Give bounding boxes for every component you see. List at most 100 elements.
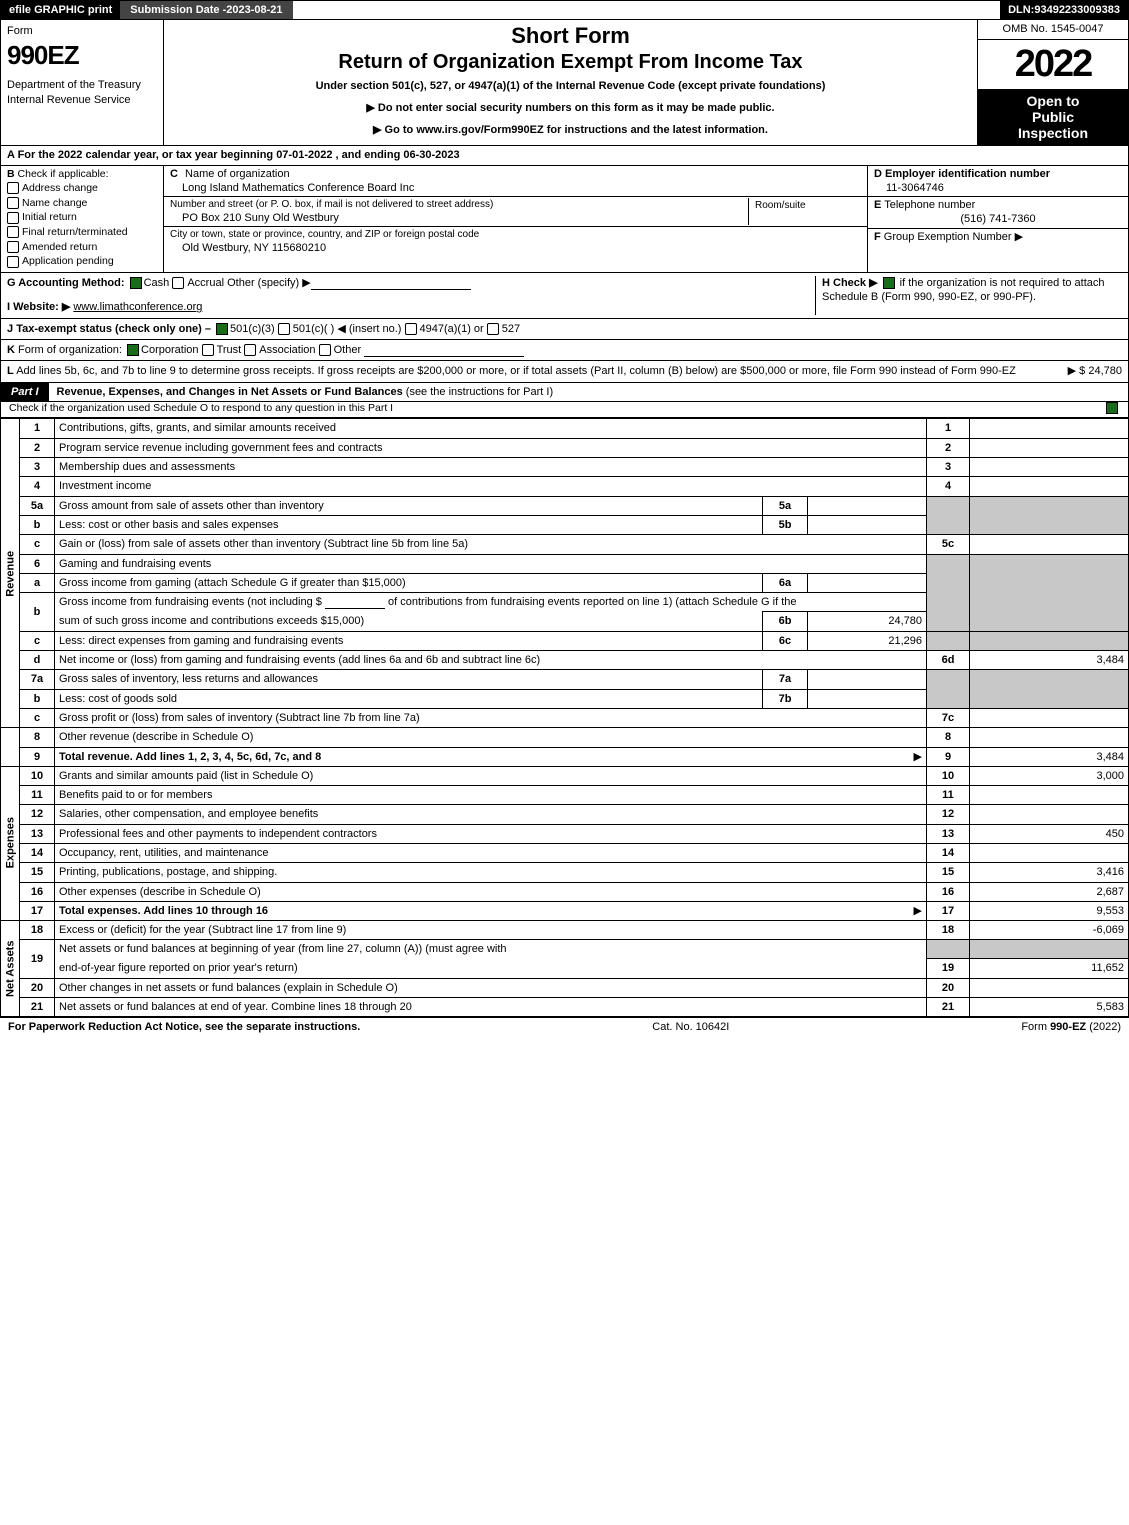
ln6b-no: b: [20, 593, 55, 632]
ln6-desc: Gaming and fundraising events: [59, 558, 211, 570]
ln12-desc: Salaries, other compensation, and employ…: [59, 808, 318, 820]
ln2-ref: 2: [927, 438, 970, 457]
ln7a-no: 7a: [20, 670, 55, 689]
ln7b-no: b: [20, 689, 55, 708]
ln20-ref: 20: [927, 978, 970, 997]
ln7b-desc: Less: cost of goods sold: [59, 693, 177, 705]
chk-501c[interactable]: [278, 323, 290, 335]
chk-trust[interactable]: [202, 344, 214, 356]
ln21-desc: Net assets or fund balances at end of ye…: [59, 1001, 412, 1013]
ln19-ref: 19: [927, 959, 970, 978]
ln5c-ref: 5c: [927, 535, 970, 554]
chk-corporation[interactable]: [127, 344, 139, 356]
ln9-desc: Total revenue. Add lines 1, 2, 3, 4, 5c,…: [59, 751, 321, 763]
B-title: Check if applicable:: [18, 168, 109, 180]
L-amount: 24,780: [1088, 365, 1122, 377]
ln5ab-amt-spacer: [970, 496, 1129, 535]
I-label: Website: ▶: [13, 301, 70, 313]
ln6c-desc: Less: direct expenses from gaming and fu…: [59, 635, 343, 647]
chk-schedule-b-not-required[interactable]: [883, 277, 895, 289]
chk-association[interactable]: [244, 344, 256, 356]
ln16-ref: 16: [927, 882, 970, 901]
other-specify-blank[interactable]: [311, 277, 471, 290]
ln6-no: 6: [20, 554, 55, 573]
ln5c-desc: Gain or (loss) from sale of assets other…: [59, 538, 468, 550]
chk-other-label: Other (specify) ▶: [227, 277, 311, 289]
ln14-desc: Occupancy, rent, utilities, and maintena…: [59, 847, 269, 859]
chk-501c-label: 501(c)( ) ◀ (insert no.): [293, 323, 402, 335]
ln16-no: 16: [20, 882, 55, 901]
ln1-desc: Contributions, gifts, grants, and simila…: [59, 422, 336, 434]
chk-accrual-label: Accrual: [187, 277, 224, 289]
ln6c-amt-spacer: [970, 631, 1129, 650]
ln4-no: 4: [20, 477, 55, 496]
ein-value: 11-3064746: [874, 181, 1122, 195]
chk-initial-return[interactable]: [7, 212, 19, 224]
ln4-desc: Investment income: [59, 480, 151, 492]
open-to-public: Open to Public Inspection: [978, 89, 1128, 145]
chk-cash[interactable]: [130, 277, 142, 289]
ln10-ref: 10: [927, 766, 970, 785]
org-name: Long Island Mathematics Conference Board…: [170, 181, 861, 195]
chk-other-org[interactable]: [319, 344, 331, 356]
ln4-amt: [970, 477, 1129, 496]
submission-date-label: Submission Date -: [130, 3, 226, 17]
chk-501c3[interactable]: [216, 323, 228, 335]
ln19-ref-spacer: [927, 940, 970, 959]
chk-accrual[interactable]: [172, 277, 184, 289]
row-A-taxyear: A For the 2022 calendar year, or tax yea…: [0, 146, 1129, 165]
chk-final-return-label: Final return/terminated: [22, 226, 128, 238]
chk-association-label: Association: [259, 344, 315, 356]
note-goto-irs: ▶ Go to www.irs.gov/Form990EZ for instru…: [170, 123, 971, 137]
ln11-no: 11: [20, 786, 55, 805]
ln6b-blank[interactable]: [325, 596, 385, 609]
other-org-blank[interactable]: [364, 344, 524, 357]
D-letter: D: [874, 168, 882, 180]
footer-center: Cat. No. 10642I: [652, 1020, 729, 1034]
part1-header: Part I Revenue, Expenses, and Changes in…: [0, 383, 1129, 402]
chk-trust-label: Trust: [217, 344, 242, 356]
org-city: Old Westbury, NY 115680210: [170, 241, 861, 255]
chk-address-change[interactable]: [7, 182, 19, 194]
chk-application-pending[interactable]: [7, 256, 19, 268]
header-center: Short Form Return of Organization Exempt…: [164, 20, 978, 145]
open-to-public-l3: Inspection: [980, 125, 1126, 141]
chk-name-change[interactable]: [7, 197, 19, 209]
ln11-desc: Benefits paid to or for members: [59, 789, 212, 801]
ln15-no: 15: [20, 863, 55, 882]
col-B-checkboxes: B Check if applicable: Address change Na…: [1, 166, 164, 272]
ln15-desc: Printing, publications, postage, and shi…: [59, 866, 277, 878]
chk-initial-return-label: Initial return: [22, 211, 77, 223]
ln7a-sub: 7a: [763, 670, 808, 689]
ln5a-sub: 5a: [763, 496, 808, 515]
chk-amended-return[interactable]: [7, 241, 19, 253]
K-letter: K: [7, 344, 15, 356]
revenue-section-label-cont: [1, 728, 20, 767]
ln12-ref: 12: [927, 805, 970, 824]
ln17-arrow-icon: [914, 904, 922, 918]
I-letter: I: [7, 301, 10, 313]
chk-4947[interactable]: [405, 323, 417, 335]
note-no-ssn: ▶ Do not enter social security numbers o…: [170, 101, 971, 115]
chk-schedule-o-part1[interactable]: [1106, 402, 1118, 414]
form-number: 990EZ: [7, 39, 157, 73]
chk-4947-label: 4947(a)(1) or: [420, 323, 484, 335]
col-DEF: D Employer identification number 11-3064…: [867, 166, 1128, 272]
ln21-amt: 5,583: [970, 997, 1129, 1016]
L-letter: L: [7, 365, 14, 377]
ln5a-no: 5a: [20, 496, 55, 515]
title-return: Return of Organization Exempt From Incom…: [170, 49, 971, 75]
chk-final-return[interactable]: [7, 226, 19, 238]
dln-label: DLN:: [1008, 3, 1034, 17]
chk-527[interactable]: [487, 323, 499, 335]
ln9-ref: 9: [927, 747, 970, 766]
ln7b-subval: [808, 689, 927, 708]
header-right: OMB No. 1545-0047 2022 Open to Public In…: [978, 20, 1128, 145]
ln21-no: 21: [20, 997, 55, 1016]
ln3-amt: [970, 458, 1129, 477]
ln6a-subval: [808, 573, 927, 592]
footer-right-prefix: Form: [1021, 1021, 1050, 1033]
row-L: L Add lines 5b, 6c, and 7b to line 9 to …: [0, 361, 1129, 382]
ln9-arrow-icon: [914, 750, 922, 764]
department-label: Department of the Treasury Internal Reve…: [7, 78, 157, 107]
